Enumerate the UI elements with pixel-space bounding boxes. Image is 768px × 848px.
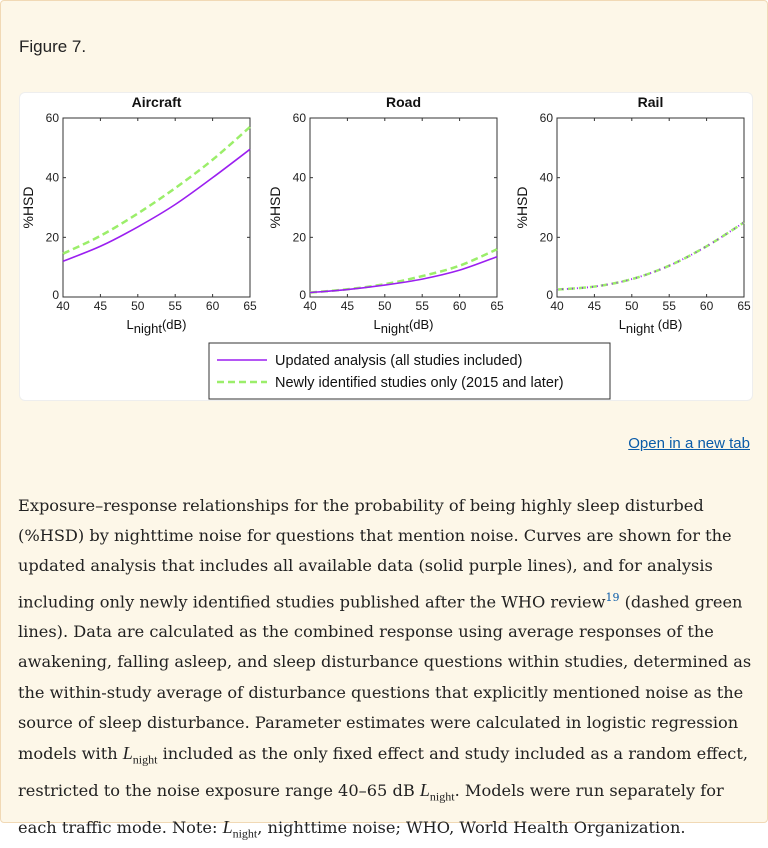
y-tick-label: 60 (46, 111, 60, 125)
math-lnight: Lnight (122, 743, 158, 767)
subplot-title: Road (386, 94, 421, 110)
x-tick-label: 45 (341, 299, 355, 313)
math-lnight: Lnight (222, 816, 258, 841)
legend-label: Updated analysis (all studies included) (275, 353, 522, 369)
math-sub: night (132, 752, 158, 767)
series-line-newly-identified (556, 221, 745, 291)
series-line-updated-analysis (309, 255, 498, 294)
x-tick-label: 50 (625, 299, 639, 313)
x-tick-label: 50 (131, 299, 145, 313)
x-tick-label: 40 (303, 299, 317, 313)
figure-label: Figure 7. (19, 37, 87, 56)
x-tick-label: 65 (737, 299, 751, 313)
subplot-title: Aircraft (132, 94, 182, 110)
math-l: L (122, 743, 133, 764)
y-axis-label: %HSD (514, 186, 530, 228)
chart-svg: 40 45 50 55 60 65 0 20 40 60 Aircraft %HSD Lnight(dB… (20, 94, 751, 400)
x-tick-label: 60 (700, 299, 714, 313)
x-tick-label: 45 (94, 299, 108, 313)
x-tick-label: 40 (550, 299, 564, 313)
series-line-updated-analysis (556, 221, 745, 291)
y-tick-label: 20 (46, 230, 60, 244)
x-tick-label: 55 (169, 299, 183, 313)
x-tick-label: 45 (588, 299, 602, 313)
y-tick-label: 20 (293, 230, 307, 244)
math-lnight: Lnight (419, 779, 455, 804)
x-tick-label: 65 (490, 299, 504, 313)
legend-box (208, 342, 611, 400)
x-tick-label: 60 (206, 299, 220, 313)
series-line-newly-identified (62, 126, 251, 255)
legend-label: Newly identified studies only (2015 and … (275, 375, 564, 391)
y-tick-label: 40 (293, 171, 307, 185)
math-sub: night (232, 826, 258, 841)
x-axis-label: Lnight(dB) (127, 317, 187, 336)
legend: Updated analysis (all studies included) N… (208, 342, 611, 400)
subplot-rail: 40 45 50 55 60 65 0 20 40 60 Rail %HSD Lnight (dB) (514, 94, 751, 336)
x-tick-label: 65 (243, 299, 257, 313)
y-tick-label: 0 (52, 288, 59, 302)
y-tick-label: 60 (540, 111, 554, 125)
x-tick-label: 40 (56, 299, 70, 313)
caption-text: included as the only fixed effect and st… (18, 744, 749, 800)
reference-link[interactable]: 19 (605, 590, 620, 604)
subplot-road: 40 45 50 55 60 65 0 20 40 60 Road %HSD Lnight(dB) (267, 94, 504, 336)
y-tick-label: 0 (299, 288, 306, 302)
y-tick-label: 20 (540, 230, 554, 244)
caption-text: (dashed green lines). Data are calculate… (18, 592, 752, 764)
figure-image: 40 45 50 55 60 65 0 20 40 60 Aircraft %HSD Lnight(dB… (19, 92, 753, 401)
x-axis-label: Lnight(dB) (374, 317, 434, 336)
math-l: L (419, 779, 430, 800)
caption-text: , nighttime noise; WHO, World Health Org… (257, 817, 686, 837)
caption-text: Exposure–response relationships for the … (18, 496, 732, 611)
x-tick-label: 50 (378, 299, 392, 313)
math-sub: night (429, 789, 455, 804)
x-axis-label: Lnight (dB) (619, 317, 683, 336)
open-in-new-tab-link[interactable]: Open in a new tab (628, 435, 750, 452)
math-l: L (222, 816, 233, 837)
y-tick-label: 0 (546, 288, 553, 302)
plot-area (309, 117, 498, 298)
y-axis-label: %HSD (267, 186, 283, 228)
y-axis-label: %HSD (20, 186, 36, 228)
y-tick-label: 40 (540, 171, 554, 185)
plot-area (62, 117, 251, 298)
plot-area (556, 117, 745, 298)
y-tick-label: 60 (293, 111, 307, 125)
subplot-aircraft: 40 45 50 55 60 65 0 20 40 60 Aircraft %HSD Lnight(dB… (20, 94, 257, 336)
x-tick-label: 55 (416, 299, 430, 313)
subplot-title: Rail (638, 94, 664, 110)
x-tick-label: 55 (663, 299, 677, 313)
x-tick-label: 60 (453, 299, 467, 313)
y-tick-label: 40 (46, 171, 60, 185)
figure-caption: Exposure–response relationships for the … (18, 491, 753, 848)
series-line-updated-analysis (62, 148, 251, 262)
